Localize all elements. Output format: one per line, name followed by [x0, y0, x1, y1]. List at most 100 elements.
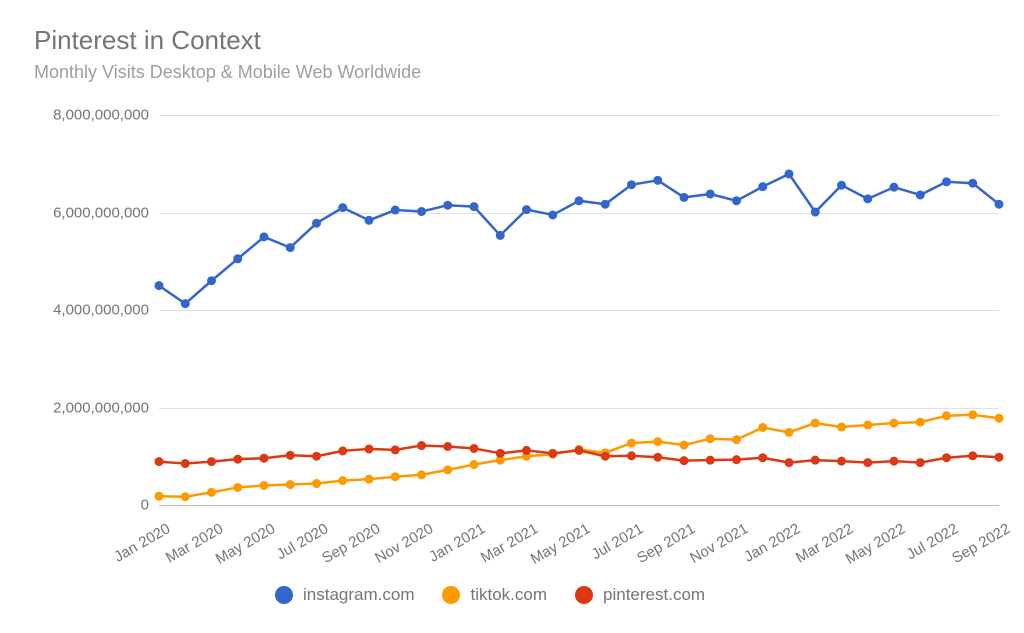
- data-point: [785, 428, 794, 437]
- data-point: [968, 410, 977, 419]
- legend-label: tiktok.com: [470, 585, 547, 605]
- data-point: [338, 446, 347, 455]
- data-point: [443, 442, 452, 451]
- data-point: [627, 439, 636, 448]
- data-point: [732, 435, 741, 444]
- data-point: [680, 193, 689, 202]
- data-point: [863, 458, 872, 467]
- data-point: [916, 458, 925, 467]
- data-point: [653, 453, 662, 462]
- data-point: [338, 476, 347, 485]
- data-point: [391, 445, 400, 454]
- y-axis-tick-label: 0: [29, 497, 149, 514]
- data-point: [312, 452, 321, 461]
- data-point: [548, 210, 557, 219]
- data-point: [181, 299, 190, 308]
- data-point: [338, 203, 347, 212]
- data-point: [575, 196, 584, 205]
- data-point: [155, 281, 164, 290]
- data-point: [968, 451, 977, 460]
- data-point: [470, 444, 479, 453]
- data-point: [181, 492, 190, 501]
- data-point: [968, 179, 977, 188]
- data-point: [417, 207, 426, 216]
- data-point: [758, 182, 767, 191]
- data-point: [995, 453, 1004, 462]
- data-point: [916, 418, 925, 427]
- legend-label: pinterest.com: [603, 585, 705, 605]
- data-point: [942, 411, 951, 420]
- data-point: [417, 441, 426, 450]
- data-point: [155, 457, 164, 466]
- data-point: [837, 181, 846, 190]
- data-point: [811, 208, 820, 217]
- data-point: [732, 455, 741, 464]
- data-point: [365, 475, 374, 484]
- data-point: [286, 480, 295, 489]
- data-point: [837, 457, 846, 466]
- data-point: [260, 481, 269, 490]
- data-point: [942, 453, 951, 462]
- data-point: [312, 479, 321, 488]
- data-point: [522, 205, 531, 214]
- legend-item: pinterest.com: [575, 585, 705, 605]
- data-point: [706, 189, 715, 198]
- data-point: [785, 458, 794, 467]
- data-point: [233, 254, 242, 263]
- data-point: [365, 444, 374, 453]
- data-point: [181, 459, 190, 468]
- chart-title: Pinterest in Context: [34, 25, 261, 56]
- legend-label: instagram.com: [303, 585, 414, 605]
- legend-swatch-icon: [442, 586, 460, 604]
- data-point: [811, 456, 820, 465]
- plot-area: 02,000,000,0004,000,000,0006,000,000,000…: [159, 115, 999, 505]
- data-point: [995, 414, 1004, 423]
- data-point: [653, 176, 662, 185]
- data-point: [680, 441, 689, 450]
- data-point: [522, 446, 531, 455]
- data-point: [627, 180, 636, 189]
- data-point: [391, 206, 400, 215]
- data-point: [443, 465, 452, 474]
- data-point: [706, 456, 715, 465]
- gridline: [159, 505, 999, 506]
- data-point: [233, 455, 242, 464]
- data-point: [548, 449, 557, 458]
- legend-swatch-icon: [575, 586, 593, 604]
- data-point: [863, 194, 872, 203]
- data-point: [207, 488, 216, 497]
- data-point: [365, 216, 374, 225]
- data-point: [207, 457, 216, 466]
- data-point: [260, 454, 269, 463]
- data-point: [680, 456, 689, 465]
- legend: instagram.com tiktok.com pinterest.com: [275, 585, 705, 605]
- data-point: [732, 196, 741, 205]
- series-line: [159, 174, 999, 304]
- data-point: [785, 169, 794, 178]
- data-point: [890, 457, 899, 466]
- chart-container: Pinterest in Context Monthly Visits Desk…: [0, 0, 1024, 633]
- data-point: [286, 243, 295, 252]
- data-point: [916, 190, 925, 199]
- y-axis-tick-label: 8,000,000,000: [29, 107, 149, 124]
- data-point: [260, 232, 269, 241]
- legend-swatch-icon: [275, 586, 293, 604]
- data-point: [155, 492, 164, 501]
- chart-subtitle: Monthly Visits Desktop & Mobile Web Worl…: [34, 62, 421, 83]
- y-axis-tick-label: 2,000,000,000: [29, 399, 149, 416]
- legend-item: tiktok.com: [442, 585, 547, 605]
- data-point: [890, 183, 899, 192]
- data-point: [312, 219, 321, 228]
- data-point: [653, 437, 662, 446]
- data-point: [470, 460, 479, 469]
- data-point: [575, 446, 584, 455]
- data-point: [443, 201, 452, 210]
- data-point: [601, 200, 610, 209]
- data-point: [758, 423, 767, 432]
- data-point: [391, 472, 400, 481]
- data-point: [890, 419, 899, 428]
- legend-item: instagram.com: [275, 585, 414, 605]
- data-point: [601, 452, 610, 461]
- data-point: [811, 419, 820, 428]
- data-point: [470, 202, 479, 211]
